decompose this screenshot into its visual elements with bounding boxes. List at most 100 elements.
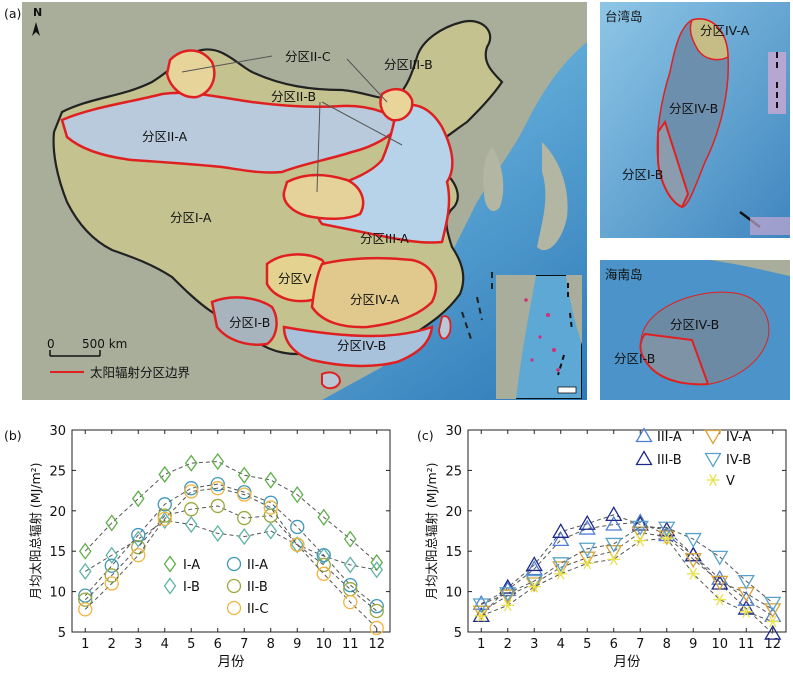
series-line xyxy=(481,521,774,617)
legend-marker xyxy=(226,556,242,572)
series-line xyxy=(481,537,773,622)
y-tick-label: 25 xyxy=(445,464,462,479)
scale-distance: 500 km xyxy=(82,337,128,351)
hainan-zone-IB xyxy=(639,332,710,386)
series-II-C xyxy=(78,481,384,636)
data-point xyxy=(317,547,331,565)
data-point xyxy=(499,587,517,603)
x-tick-label: 12 xyxy=(764,637,781,652)
data-point xyxy=(499,589,517,605)
data-point xyxy=(317,508,331,526)
data-point xyxy=(158,465,172,484)
x-tick-label: 10 xyxy=(711,637,728,652)
x-tick-label: 11 xyxy=(738,637,755,652)
x-tick-label: 5 xyxy=(187,637,195,652)
data-point xyxy=(527,580,541,593)
taiwan-small xyxy=(438,315,452,340)
zone-IIIB-area xyxy=(379,87,414,122)
maritime-border xyxy=(461,272,493,343)
data-point xyxy=(343,556,357,574)
data-point xyxy=(369,620,384,636)
x-tick-label: 6 xyxy=(610,637,618,652)
data-point xyxy=(472,605,490,621)
data-point xyxy=(237,466,251,484)
leader-IIC-2 xyxy=(346,58,388,103)
data-point xyxy=(78,592,93,607)
data-point xyxy=(157,511,172,527)
y-tick-label: 10 xyxy=(445,586,462,601)
series-IV-B xyxy=(472,520,782,614)
label-zone-IIIA: 分区III-A xyxy=(360,231,409,246)
label-zone-IIIB: 分区III-B xyxy=(384,57,433,72)
legend-label: II-B xyxy=(247,580,268,595)
series-III-B xyxy=(472,506,782,640)
data-point xyxy=(210,476,225,492)
y-tick-label: 15 xyxy=(445,545,462,560)
label-zone-IIA: 分区II-A xyxy=(142,129,188,144)
y-tick-label: 5 xyxy=(454,626,462,641)
data-point xyxy=(605,545,623,561)
japan-land xyxy=(537,142,568,251)
scale-zero: 0 xyxy=(47,337,55,351)
data-point xyxy=(211,524,225,543)
legend-marker xyxy=(635,427,653,443)
y-tick-label: 30 xyxy=(445,424,462,439)
data-point xyxy=(658,521,676,537)
legend-label: II-C xyxy=(247,602,268,617)
south-china-sea-inset xyxy=(496,275,582,399)
data-point xyxy=(78,562,92,580)
data-point xyxy=(343,577,358,593)
taiwan-zone-IB xyxy=(657,119,690,209)
x-tick-label: 10 xyxy=(315,637,332,652)
data-point xyxy=(184,484,199,499)
panel-label-a: (a) xyxy=(4,6,22,21)
data-point xyxy=(605,515,623,531)
zone-IVB-area xyxy=(282,325,434,368)
y-tick-label: 5 xyxy=(58,626,66,641)
data-point xyxy=(78,602,93,617)
data-point xyxy=(525,574,543,590)
data-point xyxy=(686,567,700,580)
data-point xyxy=(552,561,570,577)
x-axis-label: 月份 xyxy=(218,654,245,670)
legend-marker xyxy=(163,577,177,595)
x-tick-label: 11 xyxy=(342,637,359,652)
data-point xyxy=(737,599,755,615)
x-tick-label: 7 xyxy=(240,637,248,652)
data-point xyxy=(211,452,225,471)
legend-marker xyxy=(635,450,653,466)
label-zone-IIC: 分区II-C xyxy=(285,49,331,64)
data-point xyxy=(104,576,119,591)
taiwan-label-IVB: 分区IV-B xyxy=(669,101,719,116)
legend-marker xyxy=(706,474,720,486)
taiwan-label-IB: 分区I-B xyxy=(622,167,664,182)
label-zone-IA: 分区I-A xyxy=(170,210,212,225)
legend-marker xyxy=(226,600,242,616)
data-point xyxy=(184,502,199,517)
data-point xyxy=(552,557,570,573)
data-point xyxy=(316,566,331,581)
x-tick-label: 7 xyxy=(636,637,644,652)
series-line xyxy=(84,483,378,607)
x-tick-label: 1 xyxy=(477,637,485,652)
data-point xyxy=(290,536,304,554)
data-point xyxy=(605,537,623,553)
y-tick-label: 10 xyxy=(49,586,66,601)
data-point xyxy=(157,508,172,523)
series-line xyxy=(480,532,774,613)
hainan-label-IB: 分区I-B xyxy=(614,351,656,366)
x-tick-label: 9 xyxy=(293,637,301,652)
taiwan-label-IVA: 分区IV-A xyxy=(700,23,750,38)
legend-label: III-A xyxy=(657,430,682,445)
x-tick-label: 4 xyxy=(557,637,565,652)
data-point xyxy=(631,515,649,531)
x-tick-label: 5 xyxy=(583,637,591,652)
leader-IIB-2 xyxy=(321,101,403,146)
data-point xyxy=(158,511,172,530)
panel-label-b: (b) xyxy=(4,428,22,443)
data-point xyxy=(131,527,146,543)
data-point xyxy=(78,588,93,603)
data-point xyxy=(104,568,119,583)
x-tick-label: 2 xyxy=(108,637,116,652)
x-tick-label: 12 xyxy=(368,637,385,652)
